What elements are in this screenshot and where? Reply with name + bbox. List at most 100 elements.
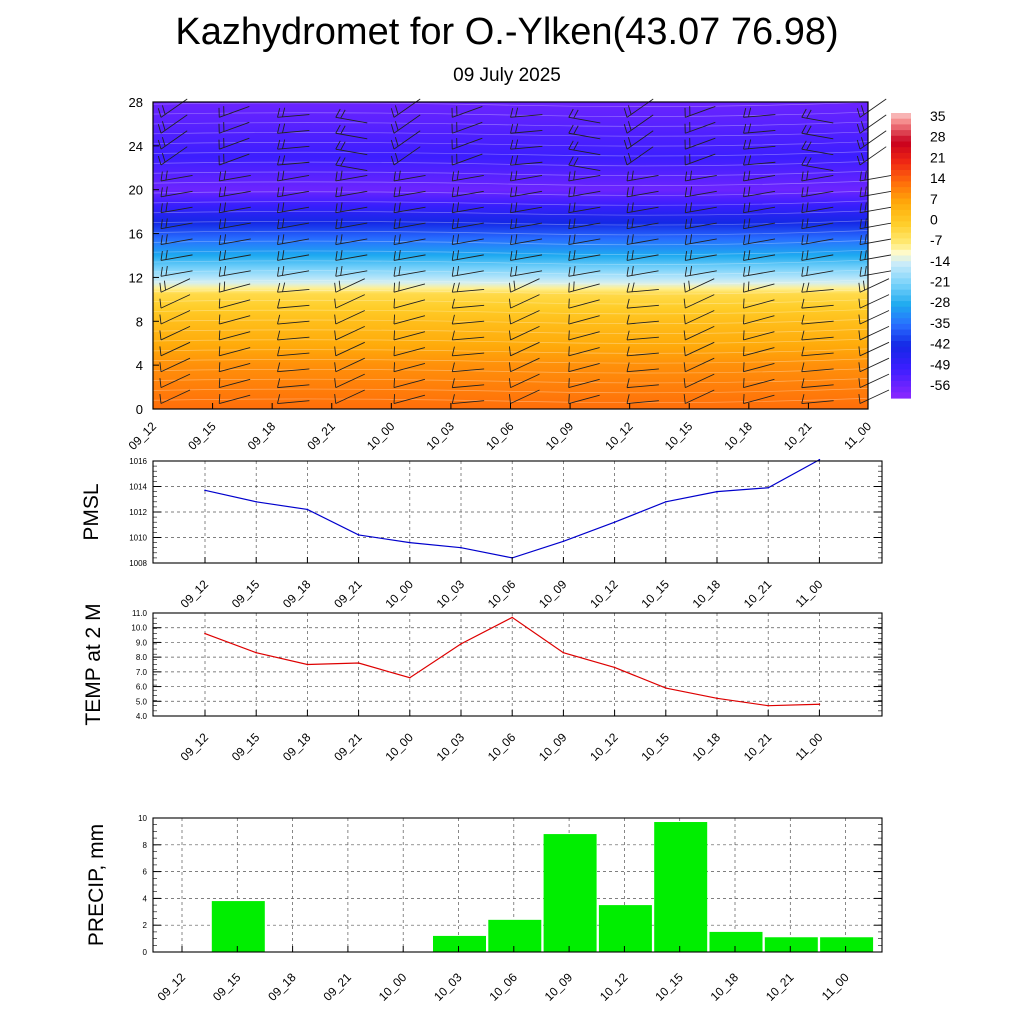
wind-barb: [508, 341, 540, 357]
temp-point: [409, 676, 411, 679]
wind-barb: [508, 310, 540, 325]
wind-barb: [390, 146, 421, 166]
colorbar-band: [891, 375, 911, 382]
wind-barb: [743, 170, 776, 182]
pmsl-point: [767, 486, 769, 489]
panel-frame: [152, 612, 883, 717]
x-tick-label: 10_18: [690, 577, 724, 611]
colorbar-band: [891, 113, 911, 120]
colorbar-band: [891, 255, 911, 262]
wind-barb: [334, 325, 365, 341]
wind-barb: [218, 298, 251, 309]
y-tick-label: 11.0: [132, 609, 148, 618]
wind-barb: [856, 146, 887, 166]
temp-point: [716, 697, 718, 700]
wind-barb: [159, 373, 191, 389]
wind-barb: [626, 346, 659, 357]
colorbar-band: [891, 386, 911, 393]
colorbar-band: [891, 175, 911, 182]
wind-barb: [335, 186, 368, 198]
colorbar-label: -35: [930, 315, 950, 331]
wind-barb: [277, 362, 310, 373]
wind-barb: [451, 346, 485, 357]
wind-barb: [218, 250, 251, 261]
colorbar-label: -28: [930, 294, 950, 310]
wind-barb: [568, 281, 600, 293]
wind-barb: [743, 186, 776, 198]
wind-barb: [218, 346, 251, 357]
x-tick-label: 11_00: [793, 730, 826, 763]
wind-barb: [160, 202, 193, 214]
colorbar-band: [891, 318, 911, 325]
y-tick-label: 8: [143, 841, 148, 850]
colorbar-band: [891, 329, 911, 336]
wind-barb: [683, 294, 715, 309]
wind-barb: [218, 330, 251, 341]
wind-barb: [390, 114, 421, 134]
contour-line: [152, 180, 869, 186]
wind-barb: [510, 234, 543, 245]
colorbar-band: [891, 164, 911, 171]
wind-barb: [858, 325, 890, 341]
wind-barb: [451, 218, 484, 230]
wind-barb: [859, 250, 892, 261]
wind-barb: [334, 341, 365, 357]
wind-barb: [626, 170, 659, 182]
wind-barb: [390, 130, 421, 150]
precip-bar: [598, 905, 652, 952]
wind-barb: [393, 281, 426, 293]
wind-barb: [801, 156, 834, 172]
x-tick-label: 10_09: [542, 970, 576, 1004]
wind-barb: [858, 310, 890, 325]
x-tick-label: 09_15: [210, 970, 244, 1004]
wind-barb: [859, 186, 892, 198]
wind-barb: [451, 121, 483, 134]
y-tick-label: 6.0: [136, 683, 148, 692]
wind-barb: [568, 186, 601, 198]
x-tick-label: 10_06: [486, 970, 520, 1004]
temp-panel: 4.0 5.0 6.0 7.0 8.0 9.0 10.0 11.0 09_12 09_15 09_1…: [82, 603, 883, 764]
wind-barb: [277, 186, 310, 198]
wind-barb: [510, 266, 543, 277]
y-tick-label: 8: [136, 314, 143, 329]
wind-barb: [683, 278, 715, 293]
pmsl-point: [460, 546, 462, 549]
temp-point: [357, 662, 360, 664]
wind-barb: [743, 346, 775, 357]
wind-barb: [743, 218, 776, 230]
x-tick-label: 09_18: [280, 730, 314, 764]
wind-barb: [743, 250, 776, 261]
wind-barb: [623, 146, 654, 166]
y-tick-label: 2: [143, 921, 148, 930]
wind-barb: [801, 282, 834, 293]
temp-point: [665, 687, 667, 689]
colorbar-band: [891, 306, 911, 314]
wind-barb: [159, 278, 191, 293]
wind-barb: [858, 278, 890, 293]
wind-barb: [801, 234, 834, 245]
wind-barb: [743, 394, 775, 404]
colorbar-band: [891, 232, 911, 239]
wind-barb: [626, 282, 659, 293]
y-tick-label: 9.0: [136, 638, 148, 647]
x-tick-label: 10_00: [364, 419, 398, 453]
wind-barb: [277, 218, 310, 230]
colorbar-band: [891, 295, 911, 302]
wind-barb: [801, 314, 834, 325]
temp-point: [818, 703, 821, 706]
colorbar-band: [891, 198, 911, 205]
colorbar-label: 35: [930, 108, 946, 124]
x-tick-label: 10_21: [741, 730, 775, 764]
wind-barb: [451, 298, 485, 309]
contour-line: [152, 368, 869, 374]
precip-bar: [709, 931, 763, 952]
x-tick-label: 09_21: [304, 419, 338, 453]
temp-point: [511, 616, 513, 619]
wind-barb: [393, 234, 426, 245]
wind-barb: [858, 357, 890, 373]
x-tick-label: 09_18: [280, 577, 314, 611]
wind-barb: [277, 139, 310, 150]
wind-barb: [393, 218, 426, 230]
wind-barb: [568, 124, 601, 140]
wind-barb: [568, 218, 601, 230]
